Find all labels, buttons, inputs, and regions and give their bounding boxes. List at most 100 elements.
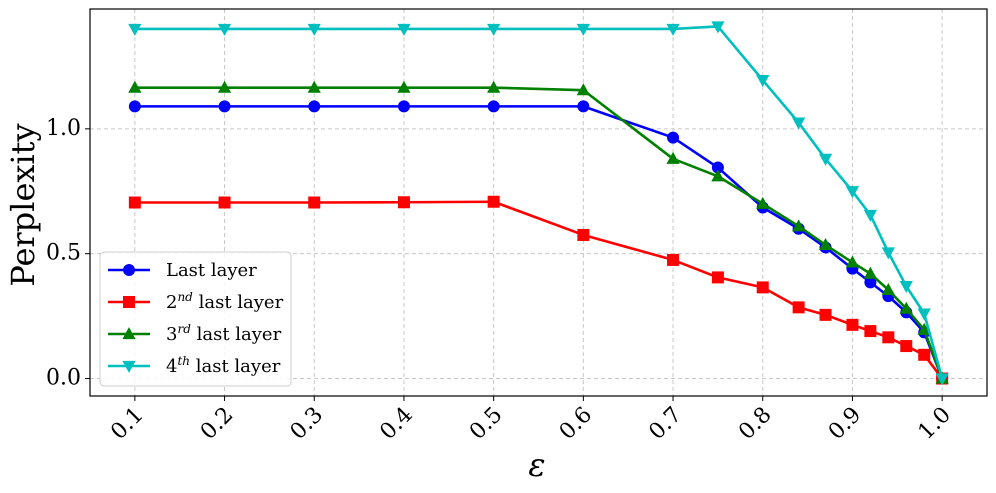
data-point: [576, 23, 590, 36]
legend-label-base: Last layer: [166, 260, 257, 281]
y-tick-label: 1.0: [46, 116, 81, 141]
data-point: [792, 301, 805, 314]
x-tick-label: 0.8: [734, 402, 776, 444]
data-point: [899, 281, 913, 294]
data-point: [218, 100, 231, 113]
x-tick-label: 0.1: [106, 402, 148, 444]
x-axis-ticks: 0.1 0.2 0.3 0.4 0.5 0.6 0.7 0.8 0.9 1.0: [106, 396, 956, 445]
data-point: [308, 196, 321, 209]
data-point: [792, 117, 806, 130]
data-point: [756, 281, 769, 294]
legend-entry: 3rd last layer: [108, 322, 282, 345]
x-tick-label: 0.4: [375, 402, 417, 444]
legend-label-sup: th: [177, 354, 190, 368]
data-point: [900, 340, 913, 353]
data-point: [846, 318, 859, 331]
data-point: [864, 325, 877, 338]
legend-label-rest: last layer: [190, 356, 281, 377]
legend-label: 3rd last layer: [166, 322, 282, 345]
x-tick-label: 1.0: [914, 402, 956, 444]
x-tick-label: 0.7: [644, 402, 686, 444]
data-point: [863, 266, 877, 279]
legend-label-sup: nd: [177, 290, 193, 304]
x-tick-label: 0.6: [555, 402, 597, 444]
data-point: [881, 282, 895, 295]
data-point: [918, 348, 931, 361]
legend-marker: [123, 264, 135, 276]
data-point: [845, 255, 860, 268]
data-point: [881, 247, 895, 260]
data-point: [819, 308, 832, 321]
y-axis-ticks: 0.0 0.5 1.0: [46, 116, 90, 391]
data-point: [711, 21, 725, 34]
data-point: [711, 161, 724, 174]
data-point: [917, 322, 931, 335]
data-point: [307, 80, 321, 93]
data-point: [666, 151, 680, 164]
series-layer: [128, 21, 949, 386]
data-point: [667, 131, 680, 144]
x-axis-label: ε: [528, 446, 545, 484]
data-point: [756, 75, 770, 88]
data-point: [128, 23, 142, 36]
data-point: [397, 80, 411, 93]
legend-entry: 2nd last layer: [108, 290, 284, 313]
data-point: [217, 23, 232, 36]
data-point: [917, 308, 931, 321]
legend-label-sup: rd: [177, 322, 191, 336]
legend-label: 2nd last layer: [166, 290, 284, 313]
legend-label-base: 3: [166, 324, 177, 345]
data-point: [756, 196, 770, 209]
plot-frame: [89, 8, 988, 397]
legend-marker: [123, 296, 135, 308]
data-point: [397, 23, 411, 36]
legend-label: 4th last layer: [166, 354, 281, 377]
data-point: [577, 228, 590, 241]
legend-marker: [122, 360, 136, 373]
data-point: [487, 195, 500, 208]
data-point: [397, 196, 410, 209]
series-4: [128, 21, 949, 386]
x-tick-label: 0.5: [465, 402, 507, 444]
y-tick-label: 0.0: [46, 366, 81, 391]
data-point: [818, 153, 833, 166]
data-point: [397, 100, 410, 113]
data-point: [899, 301, 913, 314]
series-3: [128, 80, 949, 384]
legend-label-rest: last layer: [193, 292, 284, 313]
data-point: [487, 80, 501, 93]
series-2: [128, 195, 949, 385]
legend-label-base: 4: [166, 356, 177, 377]
data-point: [307, 23, 321, 36]
data-point: [308, 100, 321, 113]
data-point: [128, 80, 142, 93]
data-point: [818, 238, 833, 251]
legend-label-rest: last layer: [191, 324, 282, 345]
legend-entry: Last layer: [108, 260, 257, 281]
data-point: [128, 196, 141, 209]
data-point: [792, 219, 806, 232]
data-point: [882, 331, 895, 344]
y-axis-label: Perplexity: [4, 123, 42, 286]
data-point: [487, 100, 500, 113]
x-tick-label: 0.9: [824, 402, 866, 444]
data-point: [487, 23, 501, 36]
data-point: [217, 80, 232, 93]
y-tick-label: 0.5: [46, 241, 81, 266]
data-point: [667, 253, 680, 266]
legend-label: Last layer: [166, 260, 257, 281]
data-point: [935, 373, 949, 386]
x-tick-label: 0.3: [286, 402, 328, 444]
data-point: [666, 23, 680, 36]
data-point: [863, 209, 877, 222]
legend-marker: [122, 327, 136, 340]
data-point: [864, 276, 877, 289]
data-point: [577, 100, 590, 113]
data-point: [128, 100, 141, 113]
x-tick-label: 0.2: [196, 402, 238, 444]
data-point: [711, 169, 725, 182]
data-point: [218, 196, 231, 209]
legend-label-base: 2: [166, 292, 177, 313]
